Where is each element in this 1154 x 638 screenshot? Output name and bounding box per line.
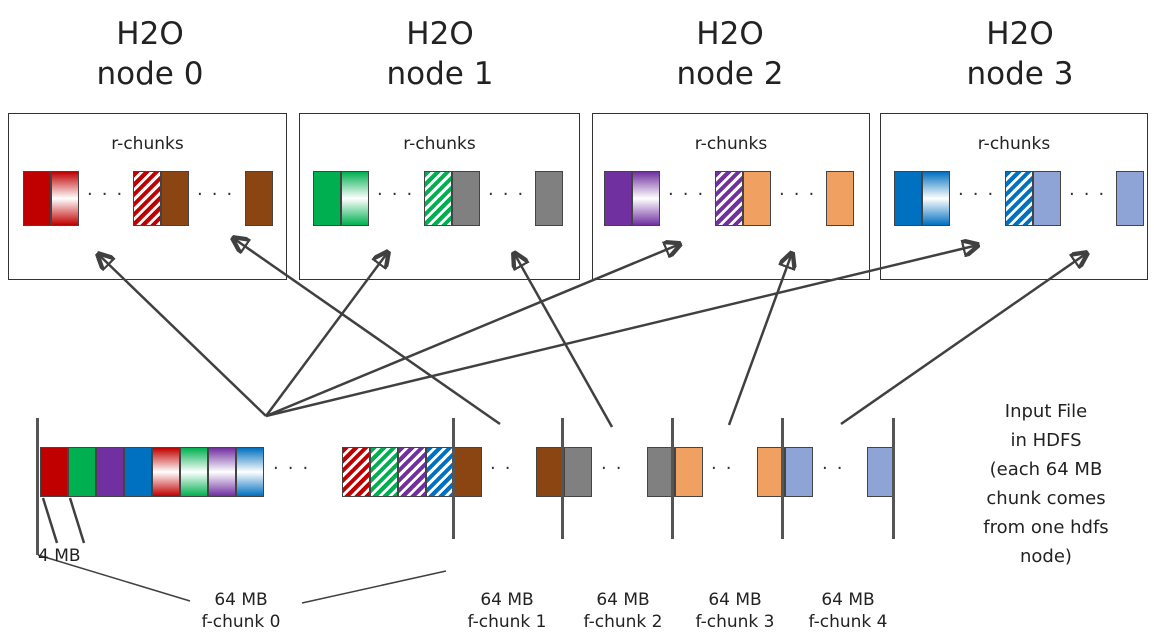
input-file-note: Input File in HDFS (each 64 MB chunk com… [983, 401, 1109, 567]
r-chunk-hatched [133, 171, 161, 226]
node-title-0: H2O node 0 [96, 16, 204, 92]
f-chunk-block [96, 447, 124, 497]
f-chunk-block [536, 447, 564, 497]
r-chunk-solid [604, 171, 632, 226]
r-chunk-solid [452, 171, 480, 226]
ellipsis: ··· [668, 184, 713, 205]
r-chunk-solid [1033, 171, 1061, 226]
r-chunk-solid [313, 171, 341, 226]
f-chunk-block [647, 447, 675, 497]
node-box-3: r-chunks [880, 113, 1148, 280]
f-chunk-block [398, 447, 426, 497]
arrow-fchunk1-to-node0 [233, 238, 501, 426]
r-chunk-solid [245, 171, 273, 226]
r-chunk-solid [894, 171, 922, 226]
f-chunk-block [152, 447, 180, 497]
f-chunk-block [785, 447, 813, 497]
f-chunk-block [454, 447, 482, 497]
f-chunk-label-2: 64 MB f-chunk 2 [583, 590, 663, 632]
f-chunk-block [564, 447, 592, 497]
node-box-0: r-chunks [8, 113, 287, 280]
r-chunk-gradient [632, 171, 660, 226]
r-chunks-label: r-chunks [694, 134, 768, 154]
arrow-fchunk0-to-node0 [98, 254, 267, 417]
r-chunk-hatched [424, 171, 452, 226]
r-chunk-gradient [341, 171, 369, 226]
f-chunk-block [370, 447, 398, 497]
leader-4mb [68, 497, 86, 544]
leader-4mb [41, 497, 59, 544]
arrow-fchunk0-to-node2 [265, 244, 680, 418]
r-chunks-label: r-chunks [403, 134, 476, 154]
f-chunk-block [342, 447, 370, 497]
brace-left [37, 554, 191, 602]
arrow-fchunk2-to-node1 [514, 253, 614, 428]
f-chunk-block [68, 447, 96, 497]
node-box-1: r-chunks [299, 113, 580, 280]
r-chunk-gradient [922, 171, 950, 226]
f-chunk-boundary [561, 418, 564, 539]
ellipsis: ·· [490, 458, 520, 479]
f-chunk-block [208, 447, 236, 497]
brace-right [301, 570, 447, 604]
r-chunks-label: r-chunks [111, 134, 184, 154]
r-chunk-gradient [51, 171, 79, 226]
f-chunk-block [40, 447, 68, 497]
ellipsis: ··· [779, 184, 824, 205]
r-chunk-solid [23, 171, 51, 226]
ellipsis: ·· [601, 458, 631, 479]
f-chunk-label-3: 64 MB f-chunk 3 [695, 590, 775, 632]
ellipsis: ··· [197, 184, 242, 205]
f-chunk-label-1: 64 MB f-chunk 1 [467, 590, 547, 632]
f-chunk-label-0: 64 MB f-chunk 0 [201, 590, 281, 632]
f-chunk-label-4: 64 MB f-chunk 4 [808, 590, 888, 632]
f-chunk-block [675, 447, 703, 497]
f-chunk-block [124, 447, 152, 497]
r-chunk-solid [161, 171, 189, 226]
ellipsis: ··· [958, 184, 1003, 205]
ellipsis: ·· [711, 458, 741, 479]
f-chunk-boundary [781, 418, 784, 539]
arrow-fchunk0-to-node1 [264, 252, 388, 417]
r-chunk-solid [743, 171, 771, 226]
node-title-3: H2O node 3 [966, 16, 1074, 92]
arrow-fchunk3-to-node2 [727, 253, 792, 426]
r-chunk-hatched [715, 171, 743, 226]
ellipsis: ·· [822, 458, 852, 479]
f-chunk-boundary [671, 418, 674, 539]
ellipsis: ··· [377, 184, 422, 205]
f-chunk-block [867, 447, 895, 497]
ellipsis: ··· [488, 184, 533, 205]
arrow-fchunk4-to-node3 [840, 253, 1087, 426]
f-chunk-boundary [452, 418, 455, 539]
ellipsis: ··· [273, 458, 318, 479]
size-label-4mb: 4 MB [38, 546, 81, 566]
ellipsis: ··· [1069, 184, 1114, 205]
r-chunk-solid [535, 171, 563, 226]
r-chunks-label: r-chunks [977, 134, 1051, 154]
f-chunk-block [757, 447, 785, 497]
ellipsis: ··· [87, 184, 132, 205]
arrow-fchunk0-to-node3 [265, 245, 978, 418]
node-title-1: H2O node 1 [386, 16, 494, 92]
r-chunk-solid [1116, 171, 1144, 226]
node-box-2: r-chunks [592, 113, 870, 280]
node-title-2: H2O node 2 [676, 16, 784, 92]
r-chunk-hatched [1005, 171, 1033, 226]
r-chunk-solid [826, 171, 854, 226]
f-chunk-block [236, 447, 264, 497]
f-chunk-block [180, 447, 208, 497]
f-chunk-boundary [36, 418, 39, 555]
f-chunk-block [426, 447, 454, 497]
f-chunk-boundary [892, 418, 895, 539]
